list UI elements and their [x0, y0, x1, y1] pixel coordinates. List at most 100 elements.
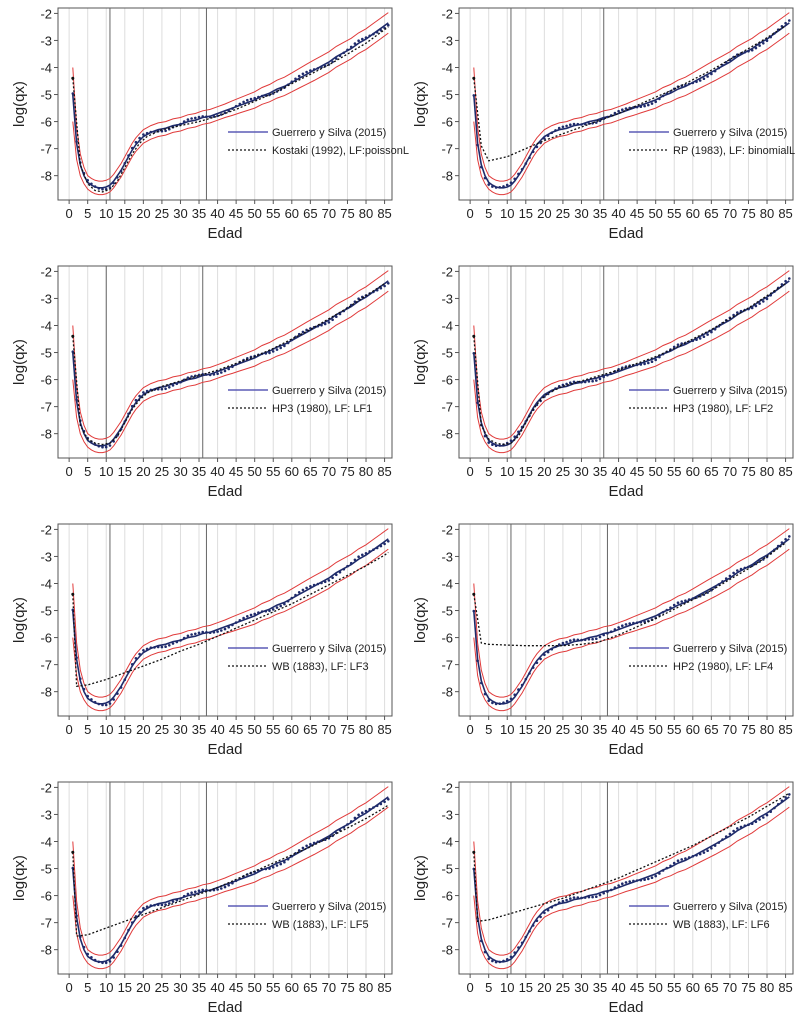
data-point [372, 32, 375, 36]
x-tick-label: 35 [593, 722, 607, 737]
x-tick-label: 75 [741, 206, 755, 221]
x-tick-label: 0 [66, 206, 73, 221]
data-point [201, 630, 204, 634]
data-point [268, 609, 271, 613]
data-point [621, 624, 624, 627]
data-point [606, 890, 609, 893]
x-tick-label: 45 [630, 722, 644, 737]
data-point [606, 632, 609, 635]
data-point [82, 945, 86, 949]
x-tick-label: 55 [266, 206, 280, 221]
data-point [550, 906, 554, 909]
y-tick-label: -6 [441, 889, 453, 904]
y-tick-label: -7 [441, 400, 453, 415]
y-tick-label: -8 [40, 685, 52, 700]
data-point [156, 387, 160, 391]
x-tick-label: 60 [686, 980, 700, 995]
chart-svg: -2 -3 -4 -5 -6 -7 -8 0 5 10 15 20 25 30 35 40 45 50 55 60 65… [412, 6, 795, 242]
data-point [509, 955, 513, 959]
data-point [93, 958, 97, 962]
data-point [480, 681, 483, 685]
data-point [654, 100, 657, 104]
legend-label-model: WB (1883), LF: LF3 [272, 661, 369, 673]
data-point [164, 903, 167, 906]
data-point [171, 384, 175, 387]
data-point [517, 688, 520, 691]
data-point [301, 72, 305, 76]
data-point [142, 133, 145, 136]
y-tick-label: -3 [441, 549, 453, 564]
data-point [557, 901, 561, 904]
data-point [661, 869, 665, 872]
data-point [776, 803, 780, 806]
data-point [283, 602, 286, 606]
data-point [104, 961, 108, 965]
data-point [372, 806, 375, 809]
y-tick-label: -7 [40, 400, 52, 415]
data-point [138, 136, 141, 140]
data-point [112, 182, 115, 185]
x-tick-label: 0 [467, 980, 474, 995]
x-tick-label: 50 [247, 722, 261, 737]
data-point [554, 129, 557, 132]
x-tick-label: 75 [340, 464, 354, 479]
x-tick-label: 45 [229, 464, 243, 479]
data-point [643, 878, 646, 881]
data-point [190, 117, 193, 120]
data-point [687, 82, 691, 86]
data-point [309, 69, 312, 72]
chart-svg: -2 -3 -4 -5 -6 -7 -8 0 5 10 15 20 25 30 35 40 45 50 55 60 65… [412, 780, 794, 1016]
data-point [208, 631, 212, 634]
data-point [661, 611, 665, 614]
y-tick-label: -7 [441, 658, 453, 673]
data-point [323, 838, 327, 841]
data-point [297, 74, 301, 78]
data-point [483, 176, 487, 180]
data-point [476, 401, 479, 405]
data-point [472, 609, 476, 613]
data-point [702, 77, 706, 80]
data-point [160, 387, 164, 391]
data-point [116, 950, 119, 953]
data-point [182, 378, 186, 382]
data-point [505, 699, 509, 703]
data-point [168, 386, 171, 389]
data-point [472, 334, 476, 338]
data-point [205, 631, 208, 634]
data-point [301, 330, 305, 334]
data-point [97, 187, 101, 190]
data-point [736, 827, 739, 830]
x-tick-label: 10 [99, 206, 113, 221]
data-point [528, 156, 531, 160]
data-point [223, 111, 227, 115]
data-point [190, 633, 193, 636]
data-point [535, 145, 539, 149]
data-point [238, 619, 242, 622]
x-tick-label: 20 [537, 980, 551, 995]
data-point [301, 588, 305, 592]
data-point [702, 593, 706, 596]
data-point [743, 51, 747, 54]
data-point [517, 172, 520, 176]
data-point [569, 123, 572, 126]
series-line-model [72, 26, 389, 193]
x-tick-label: 80 [760, 206, 774, 221]
data-point [557, 126, 561, 130]
data-point [145, 389, 149, 393]
data-point [561, 125, 565, 129]
data-point [695, 854, 698, 857]
band-upper-line [473, 528, 790, 698]
series-line-model [72, 283, 385, 446]
data-point [297, 849, 301, 852]
x-tick-label: 30 [173, 980, 187, 995]
data-point [279, 862, 283, 866]
data-point [680, 342, 683, 345]
data-point [543, 137, 546, 140]
data-point [721, 838, 724, 841]
x-tick-label: 70 [723, 980, 737, 995]
data-point [309, 585, 312, 588]
chart-svg: -2 -3 -4 -5 -6 -7 -8 0 5 10 15 20 25 30 35 40 45 50 55 60 65… [11, 264, 393, 500]
y-tick-label: -4 [40, 834, 52, 849]
data-point [669, 864, 672, 868]
x-tick-label: 15 [519, 206, 533, 221]
